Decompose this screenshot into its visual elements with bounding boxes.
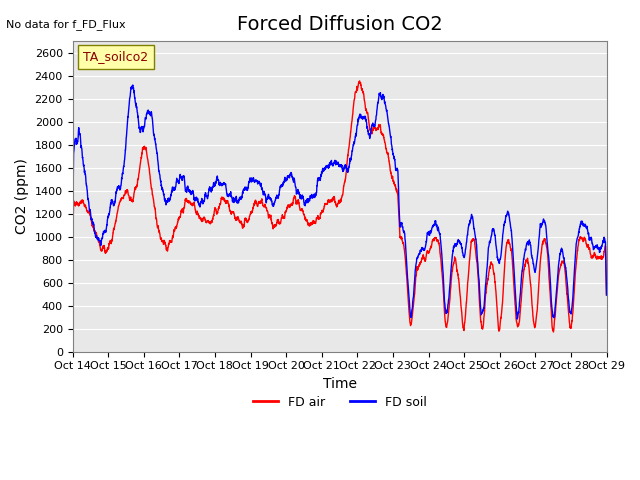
FD soil — [603, 292, 611, 298]
Title: Forced Diffusion CO2: Forced Diffusion CO2 — [237, 15, 442, 34]
FD air — [603, 292, 611, 298]
FD soil — [183, 184, 191, 190]
FD soil — [392, 164, 399, 170]
FD air — [392, 184, 399, 190]
X-axis label: Time: Time — [323, 377, 356, 391]
Line: FD air: FD air — [72, 81, 607, 332]
FD air — [602, 285, 610, 290]
FD soil — [602, 284, 610, 290]
FD air — [183, 198, 191, 204]
FD air — [218, 195, 225, 201]
FD air — [68, 266, 76, 272]
Y-axis label: CO2 (ppm): CO2 (ppm) — [15, 158, 29, 234]
Text: No data for f_FD_Flux: No data for f_FD_Flux — [6, 19, 126, 30]
FD soil — [68, 245, 76, 251]
FD soil — [513, 316, 521, 322]
Line: FD soil: FD soil — [72, 85, 607, 319]
Legend: FD air, FD soil: FD air, FD soil — [248, 391, 431, 414]
FD air — [552, 301, 560, 307]
FD air — [401, 252, 409, 257]
FD soil — [218, 183, 226, 189]
FD soil — [129, 83, 137, 88]
Text: TA_soilco2: TA_soilco2 — [83, 50, 148, 63]
FD soil — [552, 293, 560, 299]
FD air — [550, 329, 557, 335]
FD soil — [401, 234, 409, 240]
FD air — [356, 78, 364, 84]
